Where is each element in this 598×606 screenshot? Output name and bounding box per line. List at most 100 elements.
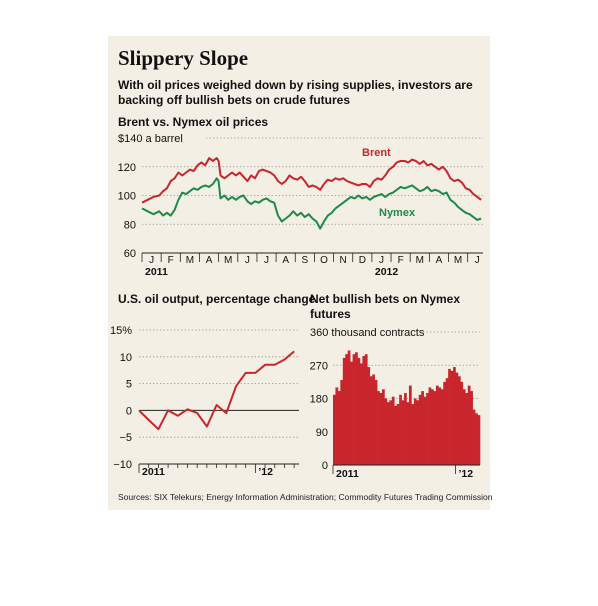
bets-bar (342, 357, 346, 465)
price-chart-title: Brent vs. Nymex oil prices (118, 115, 269, 129)
price-month-label: N (340, 255, 347, 266)
bets-bar (421, 391, 424, 465)
bets-bar (455, 372, 459, 465)
bets-bar (396, 404, 400, 465)
bets-bar (448, 368, 451, 465)
output-y-tick-label: 15% (110, 325, 132, 337)
bets-bar (359, 363, 363, 465)
price-y-tick-label: 80 (124, 219, 136, 231)
bets-bar (335, 387, 339, 465)
price-month-label: J (379, 255, 384, 266)
bets-bar (386, 402, 390, 465)
price-month-label: F (168, 255, 174, 266)
bets-bar (374, 380, 378, 465)
output-y-tick-label: 10 (120, 352, 132, 364)
price-y-tick-label: 120 (118, 162, 136, 174)
brent-price-line (141, 157, 482, 204)
price-month-label: O (320, 255, 328, 266)
price-month-label: S (302, 255, 309, 266)
bets-bar (440, 389, 444, 465)
price-month-label: M (186, 255, 194, 266)
bets-bar (404, 393, 407, 465)
bets-bar (462, 389, 466, 465)
price-month-label: J (245, 255, 250, 266)
bets-bar (372, 374, 375, 465)
bets-bar (347, 350, 351, 465)
bets-bar (418, 394, 422, 465)
bets-bar (394, 405, 397, 465)
bets-bar (450, 370, 454, 465)
bets-bar (401, 400, 405, 465)
brent-series-label: Brent (362, 147, 391, 159)
bets-bar (369, 376, 373, 465)
price-month-label: M (416, 255, 424, 266)
price-month-label: M (454, 255, 462, 266)
price-month-label: M (224, 255, 232, 266)
price-month-label: J (475, 255, 480, 266)
bets-bar (445, 378, 449, 465)
price-month-label: A (282, 255, 289, 266)
bets-bar (377, 391, 380, 465)
bets-bar (435, 385, 439, 465)
bets-bar (367, 367, 371, 465)
graphic-panel: Slippery Slope With oil prices weighed d… (108, 36, 492, 510)
bets-bar (472, 409, 476, 465)
bets-bar (350, 361, 353, 465)
price-month-label: A (206, 255, 213, 266)
bets-bar (382, 389, 385, 465)
nymex-series-label: Nymex (379, 207, 416, 219)
bets-bar (384, 398, 388, 465)
bets-y-tick-label: 180 (310, 394, 328, 406)
bets-bar (411, 404, 415, 465)
bets-y-tick-label: 0 (322, 460, 328, 472)
bets-y-tick-label: 90 (316, 427, 328, 439)
price-y-tick-label: 100 (118, 191, 136, 203)
output-line (138, 350, 295, 431)
price-y-tick-label: $140 a barrel (118, 133, 183, 145)
bets-y-tick-label: 360 thousand contracts (310, 327, 425, 339)
bets-bar (413, 398, 417, 465)
output-year-label: 2011 (142, 466, 165, 478)
graphic-title: Slippery Slope (118, 46, 249, 70)
bets-bar (352, 354, 356, 465)
bets-bar (337, 391, 341, 465)
price-month-label: D (359, 255, 366, 266)
graphic-subtitle: With oil prices weighed down by rising s… (118, 78, 473, 107)
price-month-label: J (149, 255, 154, 266)
bets-bar (364, 354, 368, 465)
bets-bar (477, 415, 481, 465)
bets-bar (340, 380, 344, 465)
bets-bar (433, 391, 437, 465)
bets-bar (470, 391, 473, 465)
bets-bar (399, 394, 402, 465)
output-y-tick-label: 5 (126, 379, 132, 391)
bets-bar (465, 393, 469, 465)
bets-bar (416, 400, 420, 465)
bets-bar (431, 389, 434, 465)
bets-bar (345, 354, 348, 465)
bets-bar (355, 352, 358, 465)
bets-bar (379, 393, 383, 465)
bets-bar (408, 385, 412, 465)
bets-bar (357, 357, 361, 465)
price-month-label: F (398, 255, 404, 266)
bets-chart-title: Net bullish bets on Nymex futures (310, 292, 461, 321)
bets-year-label: ’12 (459, 468, 474, 480)
output-chart-title: U.S. oil output, percentage change (118, 292, 316, 306)
output-y-tick-label: −10 (113, 459, 132, 471)
price-month-label: A (436, 255, 443, 266)
output-y-tick-label: −5 (119, 432, 132, 444)
bets-bar (443, 381, 446, 465)
bets-bar (406, 402, 410, 465)
bets-y-tick-label: 270 (310, 360, 328, 372)
bets-bar (438, 387, 442, 465)
price-month-label: J (264, 255, 269, 266)
bets-bar (460, 381, 464, 465)
bets-bar (453, 367, 456, 465)
bets-bar (457, 376, 461, 465)
price-year-label: 2011 (145, 266, 168, 278)
bets-bar (389, 400, 393, 465)
bets-bar (423, 396, 427, 465)
bets-bar (475, 413, 478, 465)
